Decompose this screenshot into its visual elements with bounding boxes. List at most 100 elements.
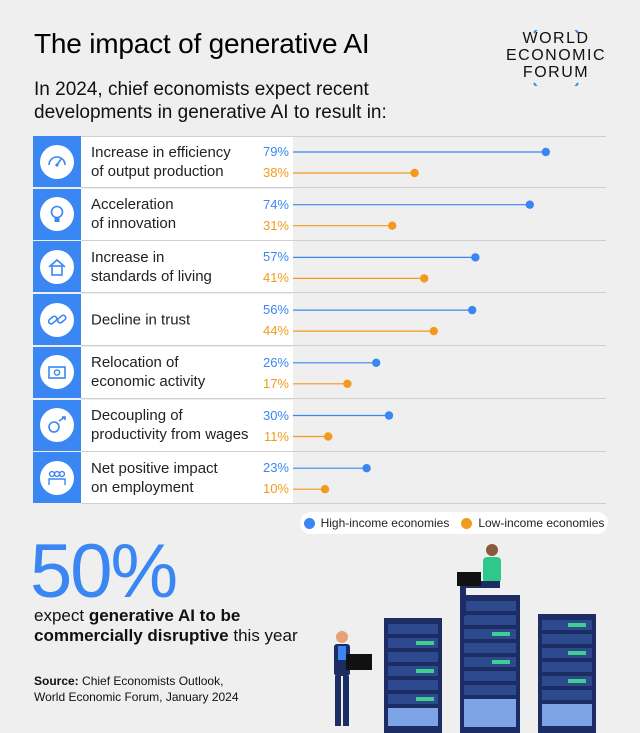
data-point-low xyxy=(324,432,333,441)
data-point-low xyxy=(420,274,429,283)
row-label-cell: Net positive impact on employment xyxy=(81,452,293,504)
value-label-low: 31% xyxy=(262,217,289,233)
data-point-low xyxy=(429,326,438,336)
data-point-high xyxy=(471,253,480,262)
source-label: Source: xyxy=(34,674,79,688)
row-label: Relocation of economic activity xyxy=(91,354,206,391)
row-icon-cell xyxy=(33,136,81,187)
data-point-high xyxy=(384,411,394,420)
row-label-cell: Decline in trust xyxy=(81,294,293,346)
data-point-high xyxy=(541,147,550,157)
source-note: Source: Chief Economists Outlook, World … xyxy=(34,673,334,705)
row-label: Net positive impact on employment xyxy=(91,459,218,496)
row-icon-cell xyxy=(33,346,81,398)
page-title: The impact of generative AI xyxy=(34,28,370,59)
logo-line-3: FORUM xyxy=(522,64,590,81)
legend-label-high: High-income economies xyxy=(320,516,450,530)
sitting-person xyxy=(457,544,501,616)
lightbulb-icon xyxy=(40,197,74,232)
data-point-low xyxy=(410,168,419,178)
server-rack-right xyxy=(538,614,596,733)
row-icon-cell xyxy=(33,399,81,451)
value-label-low: 11% xyxy=(263,428,289,444)
relocation-icon xyxy=(40,355,74,390)
row-divider xyxy=(81,187,606,188)
highlight-text-pre: expect xyxy=(34,606,89,625)
server-rack-middle xyxy=(460,595,520,733)
highlight-value: 50% xyxy=(30,529,178,614)
source-line-1: Chief Economists Outlook, xyxy=(78,674,224,688)
chart-row: Increase in standards of living 57% 41% xyxy=(33,241,606,294)
row-label: Decline in trust xyxy=(91,311,191,329)
row-label: Decoupling of productivity from wages xyxy=(91,407,249,443)
legend-item-high: High-income economies xyxy=(303,516,450,530)
value-label-high: 79% xyxy=(262,144,289,159)
row-label: Increase in efficiency of output product… xyxy=(91,143,231,180)
money-icon xyxy=(40,408,74,442)
standing-person xyxy=(334,631,372,726)
row-label: Increase in standards of living xyxy=(91,248,212,285)
value-label-low: 10% xyxy=(262,481,289,497)
row-label-cell: Increase in standards of living xyxy=(81,241,293,293)
value-label-high: 23% xyxy=(262,460,289,476)
chart-panel: Increase in efficiency of output product… xyxy=(33,136,606,505)
value-label-low: 38% xyxy=(262,165,289,180)
value-label-high: 56% xyxy=(262,302,289,318)
data-point-high xyxy=(468,305,477,315)
server-rack-left xyxy=(384,618,442,733)
row-divider xyxy=(81,239,606,241)
row-icon-cell xyxy=(33,241,81,293)
row-icon-cell xyxy=(33,294,81,346)
value-label-high: 26% xyxy=(262,354,289,370)
data-point-high xyxy=(525,200,534,209)
data-point-low xyxy=(388,221,397,230)
value-label-high: 57% xyxy=(262,249,289,265)
value-label-low: 17% xyxy=(262,375,289,391)
wef-logo: WORLD ECONOMIC FORUM xyxy=(504,30,608,86)
value-label-low: 41% xyxy=(262,270,289,286)
lollipop-chart xyxy=(81,136,606,494)
source-line-2: World Economic Forum, January 2024 xyxy=(34,690,239,704)
row-label-cell: Decoupling of productivity from wages xyxy=(81,399,293,451)
value-label-high: 74% xyxy=(262,196,289,212)
row-divider xyxy=(81,345,606,347)
row-icon-cell xyxy=(33,188,81,240)
chart-row: Increase in efficiency of output product… xyxy=(33,136,606,188)
legend-dot-high xyxy=(303,517,315,529)
row-divider xyxy=(81,397,606,399)
row-label-cell: Acceleration of innovation xyxy=(81,188,293,240)
logo-line-1: WORLD xyxy=(522,30,590,47)
data-point-low xyxy=(343,379,352,388)
logo-arc-icon xyxy=(533,30,579,86)
broken-link-icon xyxy=(40,302,74,337)
row-divider xyxy=(81,450,606,452)
row-divider xyxy=(81,292,606,294)
highlight-text-bold: generative AI to be commercially disrupt… xyxy=(34,606,241,645)
legend-label-low: Low-income economies xyxy=(478,516,605,530)
data-point-low xyxy=(320,485,330,494)
logo-line-2: ECONOMIC xyxy=(506,47,606,64)
legend-item-low: Low-income economies xyxy=(461,516,604,530)
data-point-high xyxy=(372,358,381,367)
data-point-high xyxy=(362,464,371,473)
chart-row: Net positive impact on employment 23% 10% xyxy=(33,452,606,505)
row-label: Acceleration of innovation xyxy=(91,196,177,233)
row-label-cell: Relocation of economic activity xyxy=(81,346,293,398)
chart-row: Relocation of economic activity 26% 17% xyxy=(33,346,606,399)
row-icon-cell xyxy=(33,452,81,504)
house-icon xyxy=(40,249,74,284)
chart-row: Decoupling of productivity from wages 30%… xyxy=(33,399,606,452)
highlight-text-post: this year xyxy=(228,626,298,645)
row-divider xyxy=(81,503,606,505)
value-label-low: 44% xyxy=(262,323,289,339)
servers-people-illustration xyxy=(334,544,596,733)
chart-row: Acceleration of innovation 74% 31% xyxy=(33,188,606,241)
people-icon xyxy=(40,460,74,495)
gauge-icon xyxy=(40,144,74,179)
value-label-high: 30% xyxy=(262,407,289,423)
legend-dot-low xyxy=(461,517,473,529)
page-subtitle: In 2024, chief economists expect recent … xyxy=(34,79,387,123)
chart-row: Decline in trust 56% 44% xyxy=(33,294,606,347)
row-label-cell: Increase in efficiency of output product… xyxy=(81,136,293,187)
chart-legend: High-income economies Low-income economi… xyxy=(300,512,608,534)
